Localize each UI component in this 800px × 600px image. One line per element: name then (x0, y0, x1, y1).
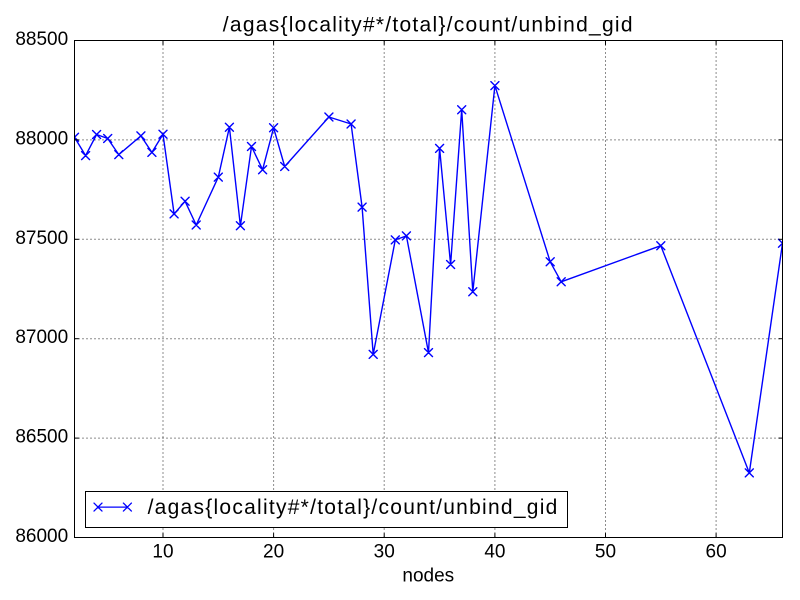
svg-text:nodes: nodes (402, 566, 454, 587)
svg-text:87000: 87000 (15, 327, 68, 348)
svg-text:60: 60 (706, 542, 727, 563)
svg-text:88500: 88500 (15, 29, 68, 50)
svg-text:/agas{locality#*/total}/count/: /agas{locality#*/total}/count/unbind_gid (223, 13, 634, 36)
svg-text:/agas{locality#*/total}/count/: /agas{locality#*/total}/count/unbind_gid (148, 496, 559, 519)
svg-text:88000: 88000 (15, 128, 68, 149)
svg-text:40: 40 (484, 542, 505, 563)
svg-text:20: 20 (263, 542, 284, 563)
svg-text:87500: 87500 (15, 228, 68, 249)
svg-text:86500: 86500 (15, 427, 68, 448)
svg-text:86000: 86000 (15, 526, 68, 547)
svg-text:10: 10 (152, 542, 173, 563)
svg-text:30: 30 (374, 542, 395, 563)
svg-text:50: 50 (595, 542, 616, 563)
